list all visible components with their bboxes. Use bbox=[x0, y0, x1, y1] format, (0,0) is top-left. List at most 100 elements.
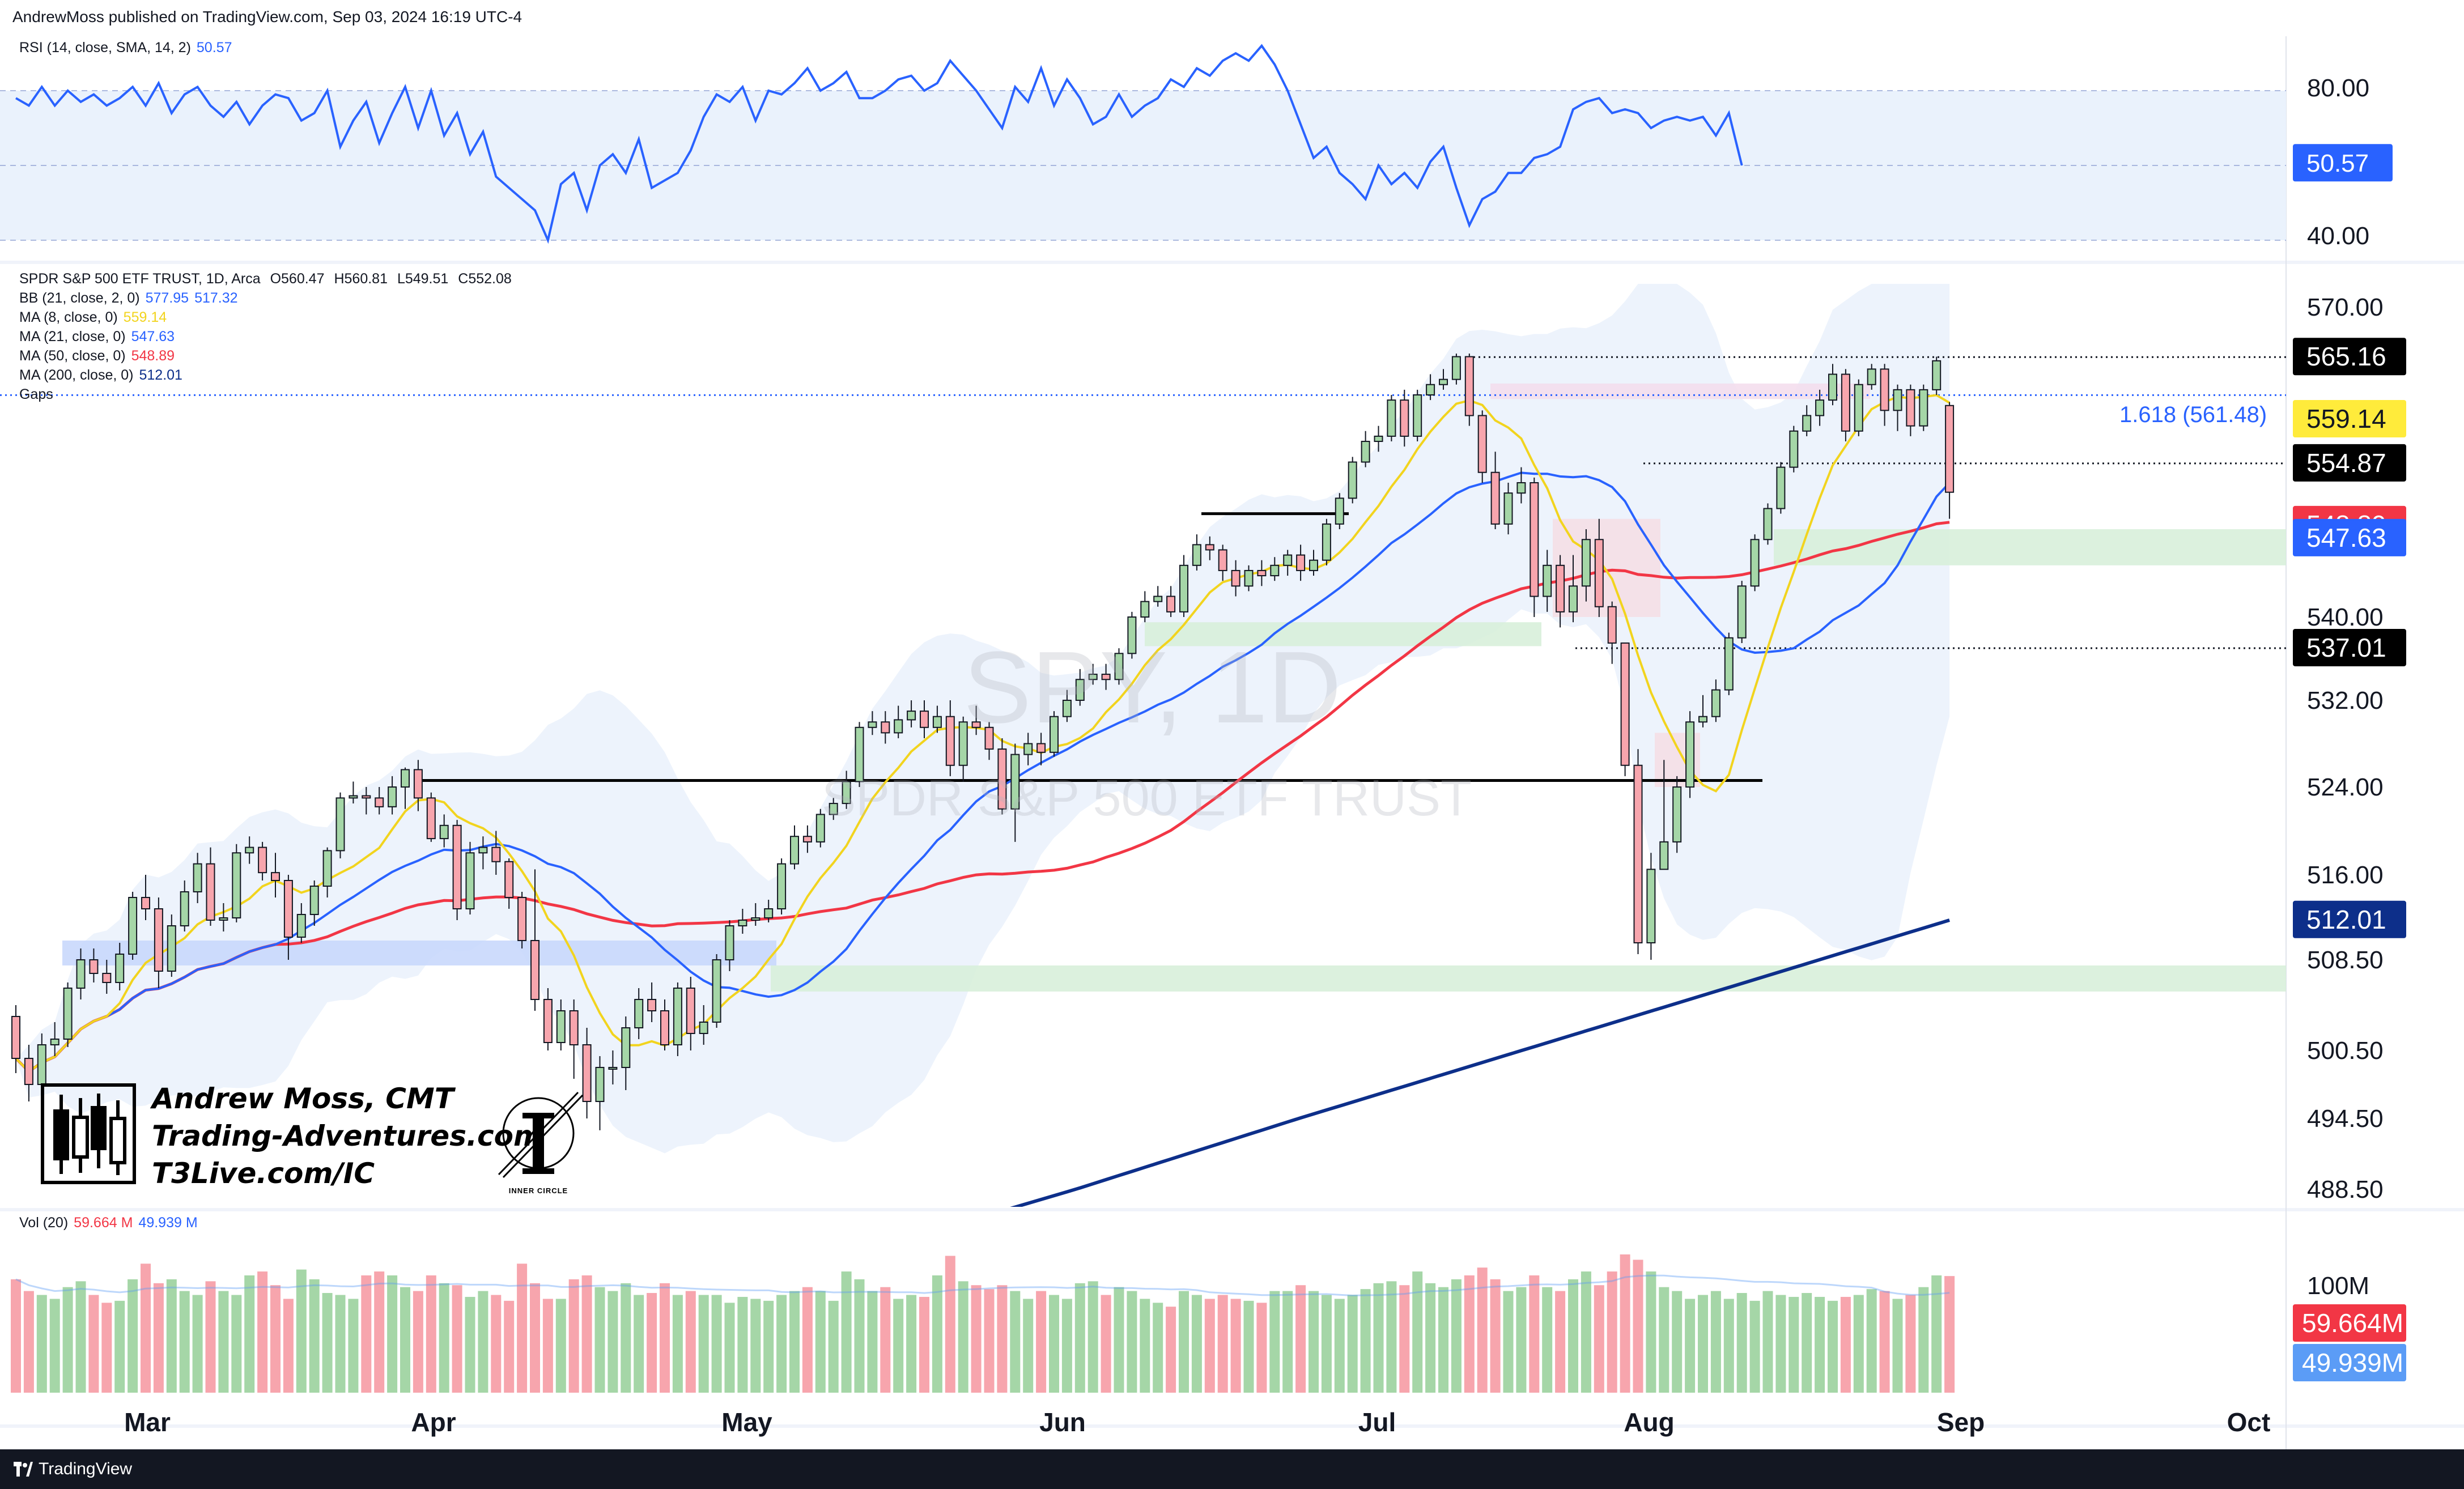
candle-body bbox=[1439, 378, 1448, 385]
blue-zone-left bbox=[62, 941, 776, 965]
candle-body bbox=[1776, 466, 1786, 509]
candle-17 bbox=[232, 844, 241, 922]
volume-bar-25 bbox=[335, 1295, 346, 1393]
candle-body bbox=[1516, 482, 1526, 494]
volume-bar-117 bbox=[1529, 1275, 1540, 1393]
candle-91 bbox=[1192, 534, 1201, 571]
candle-body bbox=[1036, 743, 1046, 753]
volume-bar-11 bbox=[153, 1283, 164, 1393]
candle-body bbox=[1906, 389, 1915, 427]
candlestick-logo-icon bbox=[40, 1082, 137, 1185]
candle-body bbox=[829, 803, 838, 815]
volume-bar-96 bbox=[1256, 1303, 1267, 1393]
candle-93 bbox=[1218, 544, 1227, 581]
volume-bar-82 bbox=[1074, 1283, 1085, 1393]
candle-body bbox=[1218, 549, 1227, 571]
volume-bar-22 bbox=[296, 1269, 307, 1393]
candle-body bbox=[517, 897, 527, 941]
rsi-legend-value: 50.57 bbox=[196, 40, 232, 56]
volume-bar-128 bbox=[1672, 1291, 1683, 1393]
candle-body bbox=[1763, 508, 1773, 541]
chart-canvas[interactable]: 80.0060.0040.0050.57570.00540.00532.0052… bbox=[0, 36, 2464, 1449]
candle-body bbox=[1477, 415, 1487, 473]
indicator-legend-ma-50-close-0[interactable]: MA (50, close, 0) 548.89 bbox=[19, 348, 175, 364]
candle-128 bbox=[1672, 776, 1682, 853]
volume-legend[interactable]: Vol (20) 59.664 M 49.939 M bbox=[19, 1215, 198, 1231]
candle-body bbox=[491, 846, 501, 862]
volume-bar-139 bbox=[1815, 1296, 1825, 1393]
candle-body bbox=[1659, 841, 1669, 870]
price-tick-524-00: 524.00 bbox=[2307, 773, 2384, 801]
volume-bar-35 bbox=[465, 1296, 475, 1393]
candle-61 bbox=[802, 825, 812, 853]
time-label-jun: Jun bbox=[1039, 1407, 1086, 1437]
candle-108 bbox=[1413, 389, 1422, 442]
rsi-last-label: 50.57 bbox=[2293, 144, 2393, 182]
green-zone-top bbox=[1774, 529, 2286, 565]
volume-bar-23 bbox=[309, 1279, 320, 1393]
time-axis[interactable]: Mar Apr May Jun Jul Aug Sep Oct bbox=[124, 1407, 2270, 1437]
candle-body bbox=[102, 973, 112, 983]
volume-bar-8 bbox=[114, 1300, 125, 1393]
indicator-legend-gaps[interactable]: Gaps bbox=[19, 386, 53, 403]
indicator-legend-ma-8-close-0[interactable]: MA (8, close, 0) 559.14 bbox=[19, 309, 167, 326]
volume-bar-140 bbox=[1828, 1300, 1838, 1393]
ohlc-high: H560.81 bbox=[334, 271, 388, 287]
candle-body bbox=[1490, 471, 1500, 525]
indicator-legend-bb-21-close-2-0[interactable]: BB (21, close, 2, 0) 577.95 517.32 bbox=[19, 290, 238, 307]
candle-body bbox=[1075, 679, 1085, 701]
volume-bar-43 bbox=[568, 1279, 579, 1393]
price-legend-title[interactable]: SPDR S&P 500 ETF TRUST, 1D, Arca O560.47… bbox=[19, 271, 512, 287]
candle-54 bbox=[712, 954, 721, 1028]
candle-body bbox=[465, 852, 475, 909]
volume-ma-legend-value: 49.939 M bbox=[138, 1215, 198, 1231]
candle-body bbox=[283, 880, 293, 938]
candle-140 bbox=[1828, 364, 1837, 406]
indicator-legend-value: 517.32 bbox=[194, 290, 238, 306]
candle-11 bbox=[154, 897, 163, 988]
indicator-legend-value: 512.01 bbox=[139, 367, 182, 383]
candle-41 bbox=[543, 988, 553, 1050]
volume-bar-120 bbox=[1568, 1279, 1578, 1393]
volume-bar-29 bbox=[387, 1275, 398, 1393]
volume-bar-6 bbox=[88, 1295, 99, 1393]
price-axis[interactable]: 80.0060.0040.0050.57570.00540.00532.0052… bbox=[2293, 74, 2406, 1381]
volume-bar-76 bbox=[997, 1285, 1008, 1393]
volume-bar-115 bbox=[1503, 1291, 1514, 1393]
candle-129 bbox=[1685, 711, 1695, 798]
candle-body bbox=[167, 925, 176, 972]
candle-body bbox=[1140, 601, 1150, 618]
candle-30 bbox=[401, 767, 410, 809]
volume-bar-59 bbox=[776, 1295, 787, 1393]
volume-bar-62 bbox=[815, 1291, 826, 1393]
candle-body bbox=[1893, 389, 1902, 411]
volume-bar-71 bbox=[932, 1275, 942, 1393]
candle-body bbox=[881, 721, 890, 734]
candle-body bbox=[1556, 564, 1565, 612]
candle-body bbox=[1594, 539, 1604, 607]
indicator-legend-ma-200-close-0[interactable]: MA (200, close, 0) 512.01 bbox=[19, 367, 182, 384]
volume-bar-101 bbox=[1321, 1295, 1332, 1393]
rsi-legend[interactable]: RSI (14, close, SMA, 14, 2) 50.57 bbox=[19, 40, 232, 56]
candle-74 bbox=[971, 705, 981, 735]
candle-44 bbox=[582, 1028, 592, 1118]
candle-63 bbox=[829, 798, 838, 820]
candle-3 bbox=[50, 1022, 60, 1056]
candle-118 bbox=[1543, 550, 1552, 612]
candle-145 bbox=[1893, 384, 1902, 431]
volume-bar-34 bbox=[452, 1285, 462, 1393]
candle-body bbox=[920, 711, 929, 728]
candle-body bbox=[1426, 384, 1435, 395]
price-label-text: 547.63 bbox=[2306, 523, 2386, 552]
volume-bar-89 bbox=[1166, 1307, 1176, 1393]
candle-body bbox=[375, 797, 384, 807]
volume-bar-80 bbox=[1049, 1295, 1059, 1393]
candle-body bbox=[1464, 356, 1474, 416]
candle-27 bbox=[362, 787, 371, 815]
candle-113 bbox=[1477, 410, 1487, 483]
candle-body bbox=[764, 908, 774, 918]
volume-bar-143 bbox=[1866, 1289, 1877, 1393]
indicator-legend-ma-21-close-0[interactable]: MA (21, close, 0) 547.63 bbox=[19, 329, 175, 345]
candle-43 bbox=[569, 999, 579, 1079]
price-label-554-87: 554.87 bbox=[2293, 444, 2406, 482]
